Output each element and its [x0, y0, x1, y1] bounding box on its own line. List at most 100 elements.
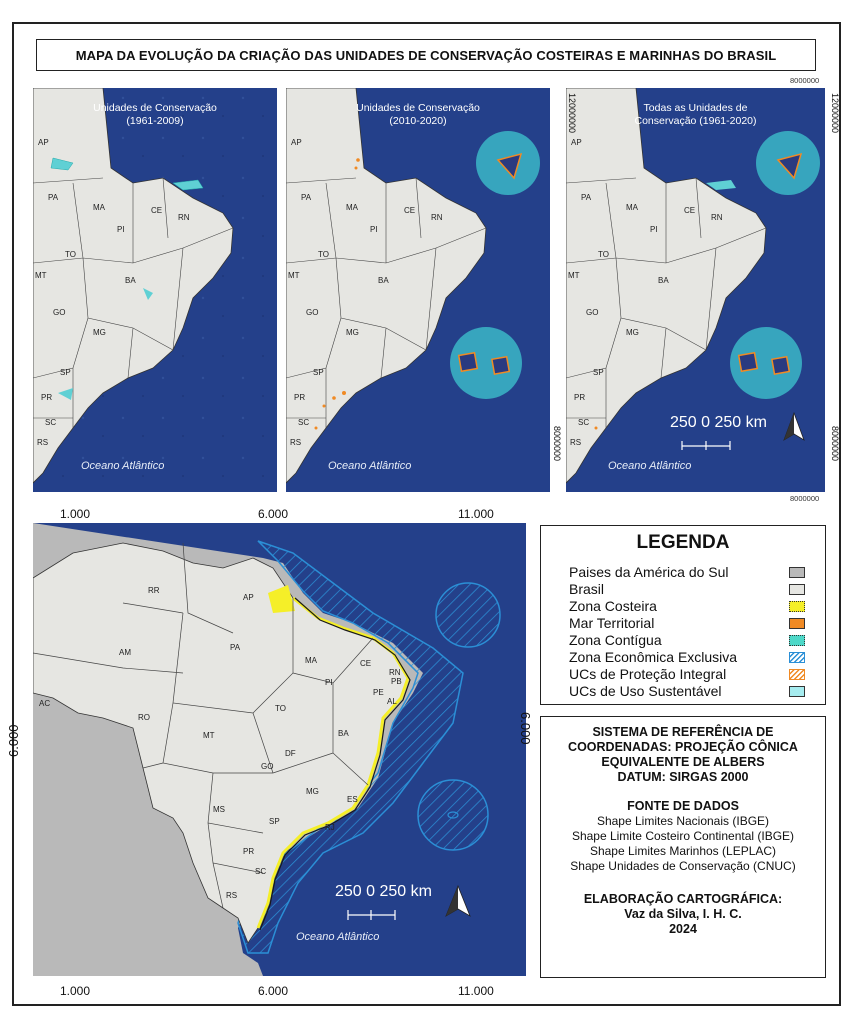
state-label: RS — [37, 438, 49, 447]
state-label: TO — [598, 250, 609, 259]
state-label: MG — [346, 328, 359, 337]
state-label: SP — [593, 368, 604, 377]
state-label: RJ — [325, 823, 335, 832]
source-item: Shape Limites Marinhos (LEPLAC) — [589, 844, 777, 858]
x-tick-label: 11.000 — [458, 984, 494, 998]
ocean-label: Oceano Atlântico — [328, 460, 412, 472]
state-label: RS — [226, 891, 238, 900]
state-label: MT — [35, 271, 47, 280]
main-map: RR AP AM PA AC RO MT TO MA CE RN PB PI P… — [33, 523, 526, 976]
state-label: RS — [570, 438, 582, 447]
y-tick-label: 6.000 — [518, 712, 533, 745]
main-map-graphic — [33, 523, 526, 976]
legend-swatch — [789, 601, 805, 612]
state-label: AL — [387, 697, 397, 706]
panel-2010-2020: Unidades de Conservação (2010-2020) AP PA… — [286, 88, 550, 492]
state-label: RR — [148, 586, 160, 595]
state-label: GO — [53, 308, 66, 317]
panel-1-map-graphic — [33, 88, 277, 492]
ocean-label: Oceano Atlântico — [608, 460, 692, 472]
north-arrow-icon — [445, 884, 471, 917]
state-label: SP — [60, 368, 71, 377]
legend-item: Brasil — [569, 581, 605, 597]
legend-swatch — [789, 652, 805, 663]
legend-item: UCs de Proteção Integral — [569, 666, 727, 682]
legend-box: LEGENDA Paises da América do Sul Brasil … — [540, 525, 826, 705]
srs-line: DATUM: SIRGAS 2000 — [617, 770, 749, 784]
y-coord-label: 12000000 — [830, 93, 840, 134]
state-label: PR — [41, 393, 53, 402]
state-label: PE — [373, 688, 384, 697]
x-tick-label: 1.000 — [60, 507, 91, 521]
panel-1961-2009: Unidades de Conservação (1961-2009) AP PA… — [33, 88, 277, 492]
state-label: PA — [301, 193, 312, 202]
state-label: RN — [389, 668, 401, 677]
legend-item: Zona Contígua — [569, 632, 662, 648]
state-label: MT — [288, 271, 300, 280]
state-label: MA — [305, 656, 317, 665]
x-tick-label: 1.000 — [60, 984, 91, 998]
north-arrow-icon — [783, 411, 805, 441]
state-label: ES — [347, 795, 358, 804]
legend-item: UCs de Uso Sustentável — [569, 683, 722, 699]
state-label: PR — [294, 393, 306, 402]
brazil-landmass — [286, 88, 487, 484]
state-label: AP — [243, 593, 254, 602]
srs-line: EQUIVALENTE DE ALBERS — [601, 755, 765, 769]
source-item: Shape Limites Nacionais (IBGE) — [596, 814, 770, 828]
state-label: AM — [119, 648, 131, 657]
state-label: BA — [378, 276, 389, 285]
state-label: RS — [290, 438, 302, 447]
y-coord-label: 8000000 — [552, 426, 562, 462]
state-label: CE — [684, 206, 696, 215]
state-label: SP — [313, 368, 324, 377]
state-label: AP — [571, 138, 582, 147]
state-label: PI — [370, 225, 378, 234]
legend-swatch — [789, 669, 805, 680]
state-label: SP — [269, 817, 280, 826]
state-label: GO — [586, 308, 599, 317]
state-label: MT — [568, 271, 580, 280]
x-tick-label: 6.000 — [258, 984, 289, 998]
state-label: PA — [230, 643, 241, 652]
map-title: MAPA DA EVOLUÇÃO DA CRIAÇÃO DAS UNIDADES… — [36, 39, 816, 71]
legend-swatch — [789, 584, 805, 595]
state-label: PA — [48, 193, 59, 202]
scale-bar-label: 250 0 250 km — [335, 883, 432, 900]
state-label: BA — [658, 276, 669, 285]
panel-2-title: Unidades de Conservação (2010-2020) — [356, 102, 480, 127]
state-label: TO — [275, 704, 286, 713]
source-item: Shape Limite Costeiro Continental (IBGE) — [571, 829, 795, 843]
state-label: MA — [626, 203, 638, 212]
state-label: MA — [93, 203, 105, 212]
state-label: PR — [574, 393, 586, 402]
state-label: RN — [178, 213, 190, 222]
scale-bar-label: 250 0 250 km — [670, 414, 767, 431]
credit-year: 2024 — [669, 922, 697, 936]
state-label: MS — [213, 805, 225, 814]
sources-title: FONTE DE DADOS — [627, 799, 739, 813]
panel-3-title: Todas as Unidades de Conservação (1961-20… — [634, 102, 757, 127]
info-box: SISTEMA DE REFERÊNCIA DE COORDENADAS: PR… — [540, 716, 826, 978]
state-label: PI — [117, 225, 125, 234]
state-label: RN — [431, 213, 443, 222]
ocean-label: Oceano Atlântico — [81, 460, 165, 472]
panel-3-map-graphic — [566, 88, 820, 484]
legend-item: Zona Econômica Exclusiva — [569, 649, 738, 665]
state-label: MT — [203, 731, 215, 740]
legend-title: LEGENDA — [636, 532, 730, 553]
state-label: TO — [318, 250, 329, 259]
credit-title: ELABORAÇÃO CARTOGRÁFICA: — [583, 892, 783, 906]
legend-item: Mar Territorial — [569, 615, 655, 631]
state-label: BA — [125, 276, 136, 285]
state-label: PI — [325, 678, 333, 687]
state-label: BA — [338, 729, 349, 738]
state-label: CE — [151, 206, 163, 215]
map-frame — [12, 22, 841, 1006]
state-label: CE — [360, 659, 372, 668]
ocean-label: Oceano Atlântico — [296, 931, 380, 943]
legend-swatch — [789, 686, 805, 697]
state-label: GO — [306, 308, 319, 317]
y-coord-label: 8000000 — [830, 426, 840, 462]
state-label: SC — [298, 418, 310, 427]
